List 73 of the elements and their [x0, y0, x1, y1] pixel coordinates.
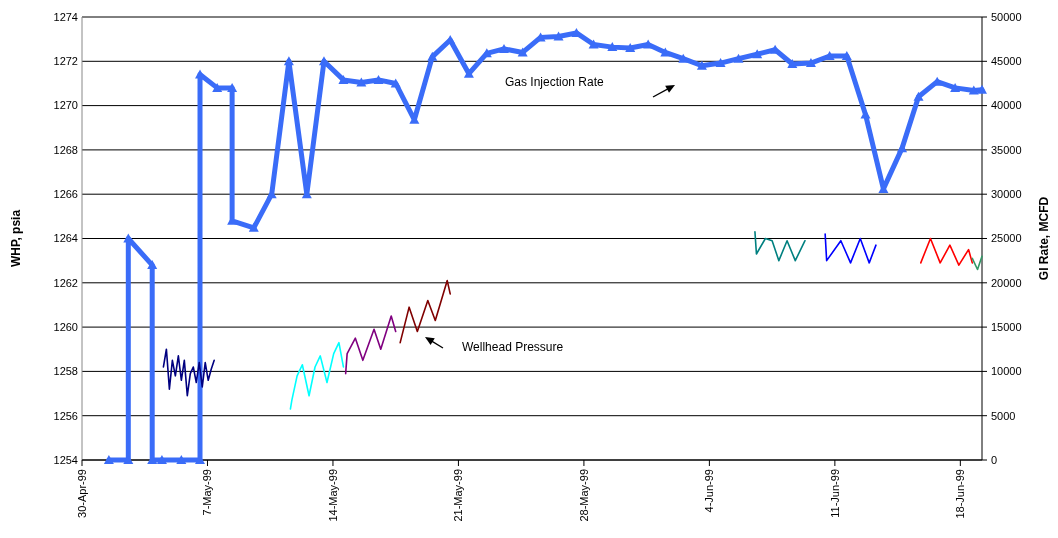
y-tick-label: 1260 — [53, 320, 78, 333]
point — [696, 60, 707, 70]
annotation: Gas Injection Rate — [505, 75, 605, 89]
x-tick-label: 14-May-99 — [326, 469, 339, 522]
point — [517, 47, 528, 57]
point — [463, 68, 474, 78]
y2-tick-label: 35000 — [991, 143, 1022, 156]
y2-tick-label: 0 — [991, 453, 998, 466]
y-tick-label: 1266 — [53, 188, 78, 201]
point — [147, 260, 158, 270]
y-tick-label: 1254 — [53, 453, 78, 466]
point — [356, 77, 367, 87]
x-tick-label: 4-Jun-99 — [703, 469, 716, 513]
y2-axis-title: GI Rate, MCFD — [1037, 196, 1051, 281]
y-tick-label: 1270 — [53, 99, 78, 112]
line-series — [824, 233, 877, 264]
line-series — [162, 348, 215, 397]
point — [625, 43, 636, 53]
point — [427, 51, 438, 61]
point — [248, 222, 259, 232]
y2-tick-label: 25000 — [991, 232, 1022, 245]
line-series — [919, 237, 974, 266]
y-tick-label: 1274 — [53, 10, 78, 23]
point — [103, 455, 114, 464]
line-series — [344, 315, 397, 375]
y2-tick-label: 20000 — [991, 276, 1022, 289]
point — [498, 43, 509, 53]
y2-tick-label: 10000 — [991, 365, 1022, 378]
line-series — [754, 231, 806, 262]
y-tick-label: 1264 — [53, 232, 78, 245]
y2-tick-label: 40000 — [991, 99, 1022, 112]
point — [227, 82, 238, 92]
point — [176, 455, 187, 464]
y-tick-label: 1272 — [53, 55, 78, 68]
point — [805, 58, 816, 68]
point — [156, 455, 167, 464]
y2-tick-label: 15000 — [991, 320, 1022, 333]
point — [977, 84, 987, 94]
y2-tick-label: 5000 — [991, 409, 1016, 422]
point — [373, 74, 384, 84]
x-tick-label: 11-Jun-99 — [828, 469, 841, 518]
y-tick-label: 1262 — [53, 276, 78, 289]
point — [678, 53, 689, 63]
point — [283, 56, 294, 66]
line-series — [289, 341, 345, 410]
point — [607, 42, 618, 52]
point — [787, 58, 798, 68]
point — [752, 49, 763, 59]
point — [660, 47, 671, 57]
y-axis-title: WHP, psia — [9, 209, 23, 268]
point — [715, 58, 726, 68]
point — [733, 53, 744, 63]
y-tick-label: 1268 — [53, 143, 78, 156]
x-tick-label: 18-Jun-99 — [954, 469, 967, 519]
annotation: Wellhead Pressure — [462, 340, 564, 354]
y2-tick-label: 45000 — [991, 55, 1022, 68]
y2-tick-label: 50000 — [991, 10, 1022, 23]
line-series — [399, 279, 452, 344]
x-tick-label: 21-May-99 — [452, 469, 465, 522]
point — [913, 91, 924, 101]
point — [950, 82, 961, 92]
y-tick-label: 1258 — [53, 365, 78, 378]
point — [841, 50, 852, 60]
point — [338, 74, 349, 84]
y-tick-label: 1256 — [53, 409, 78, 422]
point — [588, 39, 599, 49]
point — [553, 31, 564, 41]
point — [212, 82, 223, 92]
x-tick-label: 30-Apr-99 — [75, 469, 88, 518]
point — [968, 85, 979, 95]
x-tick-label: 7-May-99 — [201, 469, 214, 516]
y2-tick-label: 30000 — [991, 188, 1022, 201]
x-tick-label: 28-May-99 — [577, 469, 590, 522]
